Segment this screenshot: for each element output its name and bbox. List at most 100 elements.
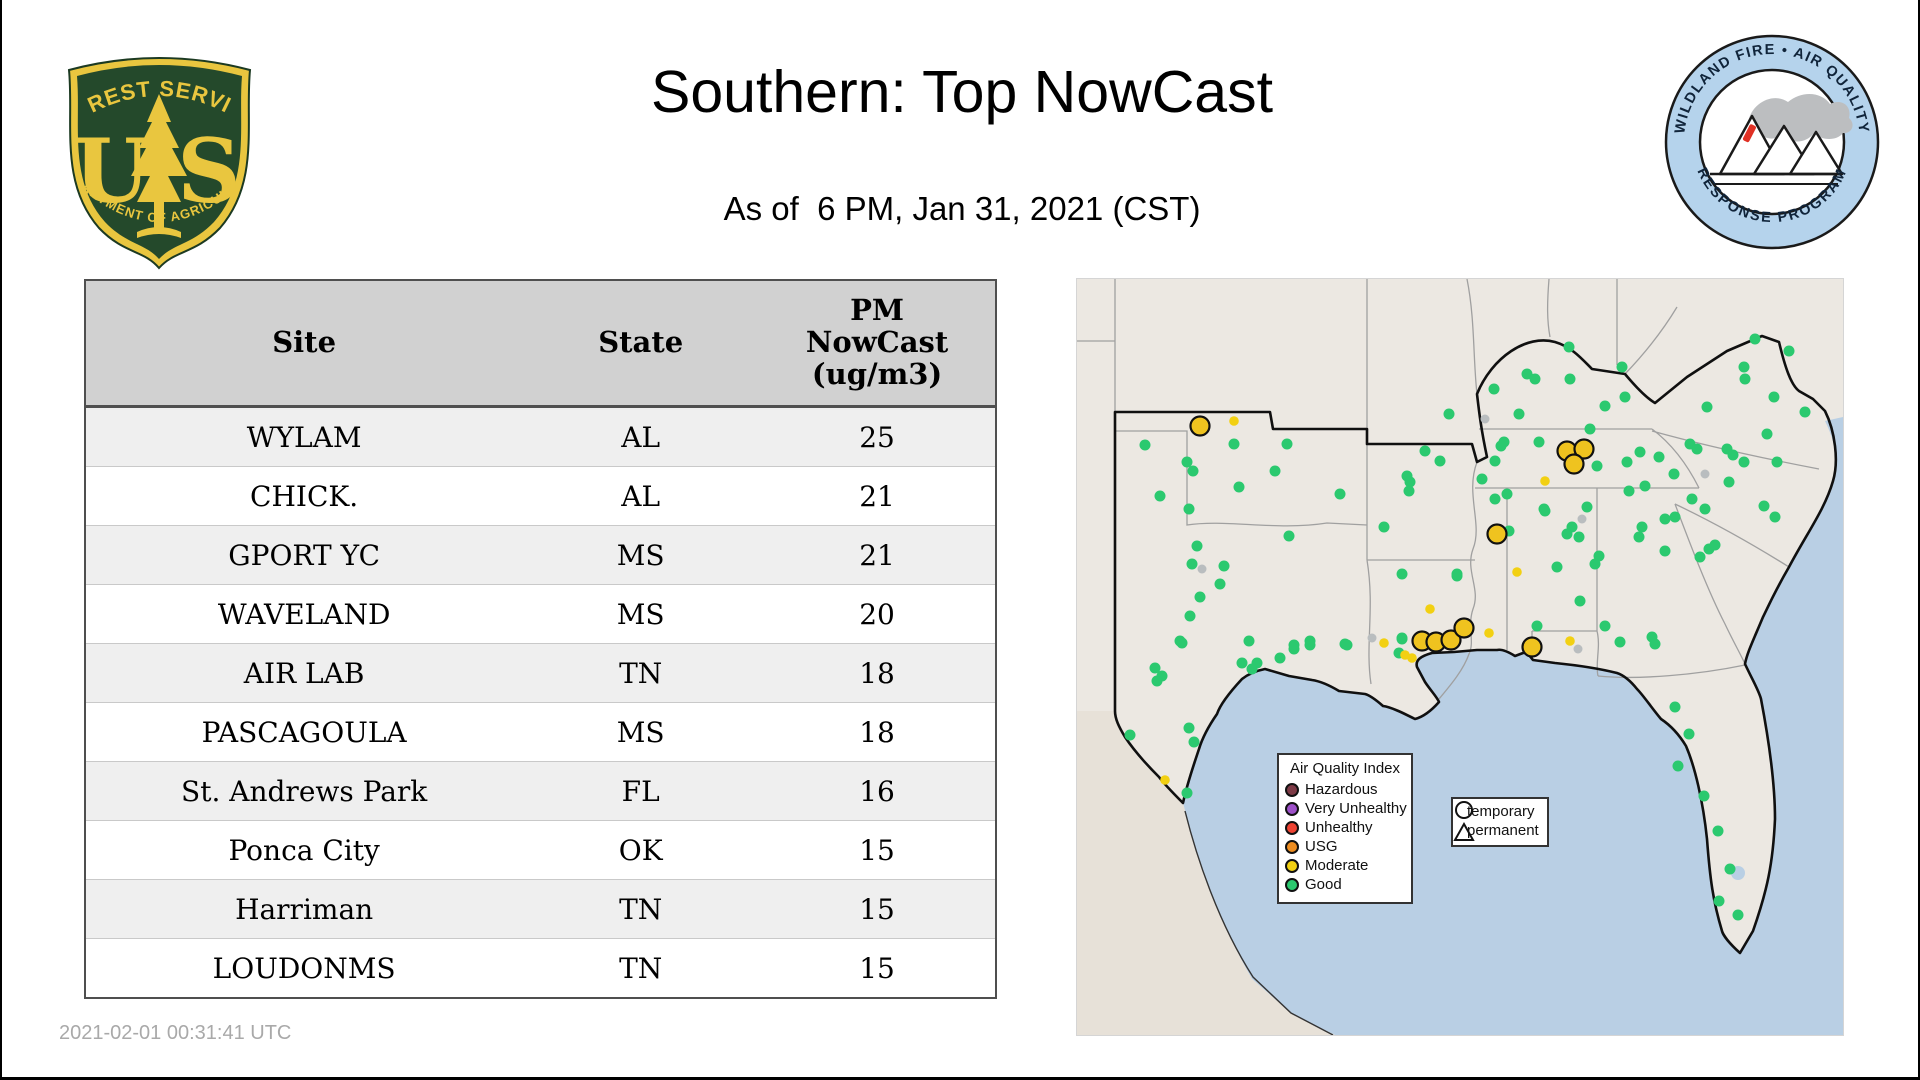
legend-label: USG: [1305, 838, 1338, 855]
monitor-dot-good: [1563, 341, 1575, 353]
shape-legend-permanent-label: permanent: [1467, 821, 1539, 839]
monitor-dot-good: [1699, 503, 1711, 515]
table-row: WAVELAND MS 20: [85, 584, 996, 644]
column-header-site: Site: [85, 280, 523, 408]
region-boundary: [1113, 334, 1838, 955]
forest-service-logo: FOREST SERVICE U S DEPARTMENT OF AGRICUL…: [48, 22, 262, 270]
monitor-dot-moderate: [1160, 775, 1170, 785]
monitor-dot-good: [1619, 391, 1631, 403]
legend-item-usg: USG: [1285, 838, 1405, 855]
smoke-plume-icon: [1747, 93, 1853, 142]
generation-timestamp: 2021-02-01 00:31:41 UTC: [59, 1022, 292, 1044]
monitor-dot-good: [1623, 485, 1635, 497]
legend-swatch-icon: [1285, 820, 1299, 835]
monitor-dot-good: [1396, 632, 1408, 644]
monitor-dot-good: [1183, 503, 1195, 515]
monitor-dot-good: [1501, 488, 1513, 500]
monitor-dot-good: [1659, 513, 1671, 525]
site-cell: WAVELAND: [85, 584, 523, 644]
state-cell: MS: [522, 702, 760, 762]
shape-legend-temporary-label: temporary: [1467, 803, 1535, 820]
monitor-dot-good: [1669, 701, 1681, 713]
aqi-legend-title: Air Quality Index: [1289, 760, 1401, 777]
monitor-dot-good: [1669, 511, 1681, 523]
monitor-dot-good: [1419, 445, 1431, 457]
forest-service-shield-icon: FOREST SERVICE U S DEPARTMENT OF AGRICUL…: [48, 22, 252, 270]
monitor-dot-moderate: [1512, 567, 1522, 577]
monitor-dot-good: [1634, 446, 1646, 458]
monitor-dot-unknown: [1577, 514, 1587, 524]
legend-swatch-icon: [1285, 782, 1299, 797]
page-title: Southern: Top NowCast: [650, 59, 1274, 125]
monitor-dot-good: [1712, 825, 1724, 837]
monitor-dot-good: [1761, 428, 1773, 440]
site-cell: Ponca City: [85, 820, 523, 880]
monitor-dot-good: [1154, 490, 1166, 502]
monitor-dot-good: [1283, 530, 1295, 542]
monitor-dot-good: [1341, 639, 1353, 651]
monitor-dot-good: [1233, 481, 1245, 493]
monitor-dot-good: [1521, 368, 1533, 380]
legend-label: Very Unhealthy: [1305, 800, 1407, 817]
monitor-dot-unknown: [1197, 564, 1207, 574]
monitor-dot-good: [1274, 652, 1286, 664]
monitor-dot-good: [1218, 560, 1230, 572]
table-row: CHICK. AL 21: [85, 466, 996, 526]
value-cell: 25: [759, 406, 996, 467]
monitor-dot-good: [1403, 485, 1415, 497]
monitor-dot-good: [1187, 465, 1199, 477]
map-mexico: [1077, 711, 1335, 1035]
monitor-circle-moderate-temporary: [1563, 453, 1585, 475]
monitor-dot-good: [1701, 401, 1713, 413]
monitor-dot-good: [1561, 528, 1573, 540]
monitor-dot-good: [1531, 620, 1543, 632]
monitor-dot-good: [1396, 568, 1408, 580]
monitor-dot-unknown: [1700, 469, 1710, 479]
value-cell: 15: [759, 820, 996, 880]
monitor-dot-good: [1451, 568, 1463, 580]
monitor-dot-good: [1724, 863, 1736, 875]
monitor-dot-good: [1799, 406, 1811, 418]
site-cell: Harriman: [85, 879, 523, 939]
legend-item-good: Good: [1285, 876, 1405, 893]
monitor-dot-good: [1584, 423, 1596, 435]
legend-item-hazardous: Hazardous: [1285, 781, 1405, 798]
nowcast-table-header: Site State PM NowCast (ug/m3): [85, 280, 996, 408]
monitor-dot-good: [1228, 438, 1240, 450]
monitor-dot-good: [1653, 451, 1665, 463]
monitor-dot-moderate: [1484, 628, 1494, 638]
monitor-dot-good: [1246, 663, 1258, 675]
shape-legend-glyphs-icon: [1453, 801, 1475, 841]
page-subtitle: As of 6 PM, Jan 31, 2021 (CST): [723, 190, 1201, 227]
table-row: Harriman TN 15: [85, 879, 996, 939]
monitor-dot-good: [1639, 480, 1651, 492]
mountains-icon: [1710, 114, 1844, 185]
monitor-dot-good: [1574, 595, 1586, 607]
monitor-dot-good: [1589, 558, 1601, 570]
map-markers: [1124, 333, 1811, 921]
monitor-dot-good: [1599, 400, 1611, 412]
site-cell: AIR LAB: [85, 643, 523, 703]
monitor-dot-good: [1591, 460, 1603, 472]
table-row: Ponca City OK 15: [85, 820, 996, 880]
monitor-dot-good: [1489, 493, 1501, 505]
monitor-dot-good: [1713, 895, 1725, 907]
value-cell: 21: [759, 466, 996, 526]
monitor-circle-moderate-temporary: [1189, 415, 1211, 437]
site-cell: St. Andrews Park: [85, 761, 523, 821]
fs-letter-s: S: [177, 119, 241, 223]
monitor-dot-good: [1709, 539, 1721, 551]
monitor-dot-good: [1489, 455, 1501, 467]
table-row: PASCAGOULA MS 18: [85, 702, 996, 762]
monitor-circle-moderate-temporary: [1521, 636, 1543, 658]
monitor-dot-good: [1771, 456, 1783, 468]
monitor-dot-good: [1181, 456, 1193, 468]
monitor-dot-unknown: [1573, 644, 1583, 654]
monitor-dot-good: [1758, 500, 1770, 512]
monitor-dot-good: [1636, 521, 1648, 533]
column-header-pm-nowcast: PM NowCast (ug/m3): [759, 280, 996, 408]
monitor-circle-moderate-temporary: [1453, 617, 1475, 639]
state-cell: OK: [522, 820, 760, 880]
monitor-dot-good: [1304, 639, 1316, 651]
